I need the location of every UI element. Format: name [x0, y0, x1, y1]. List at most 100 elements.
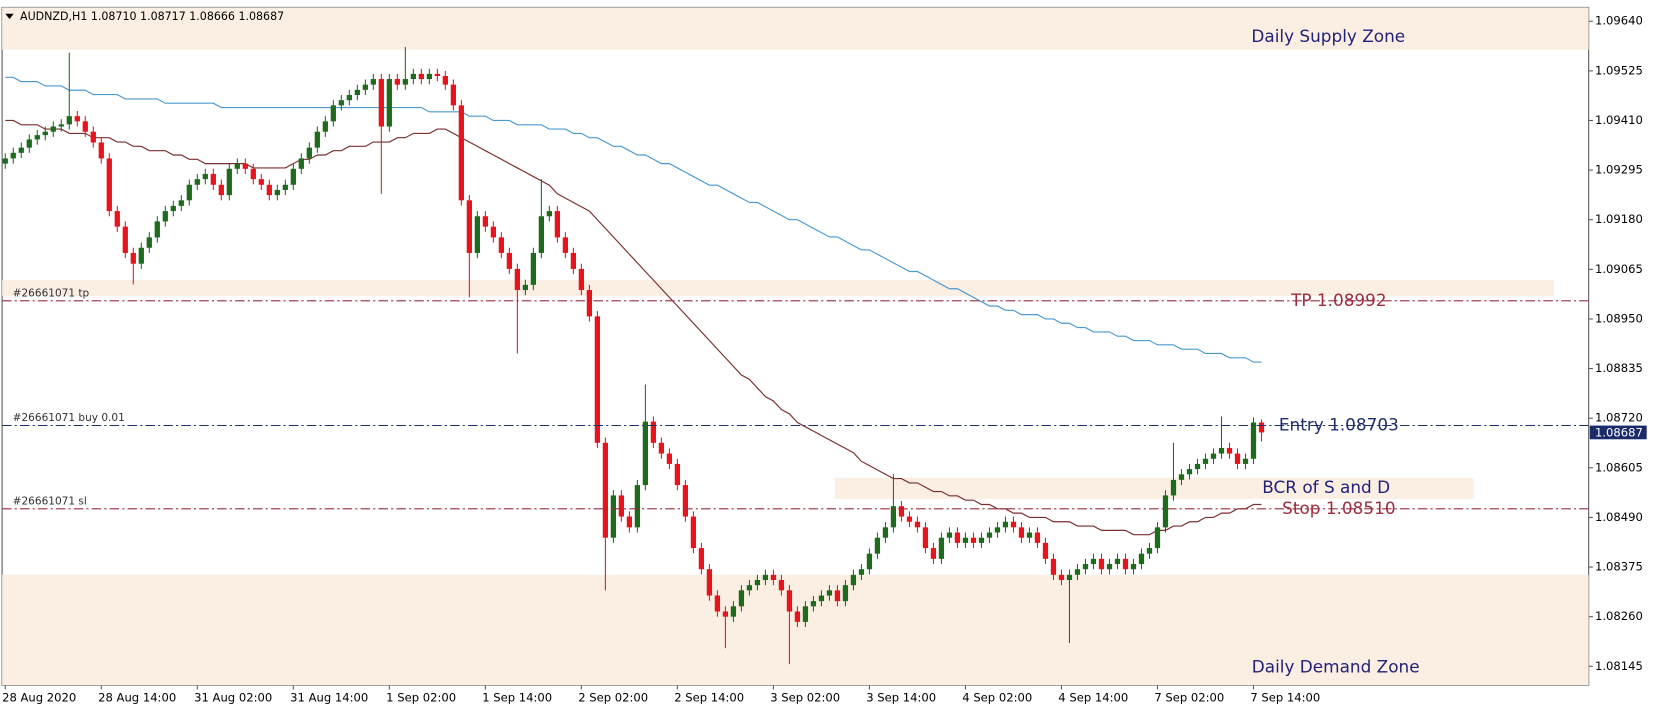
candle-body	[1082, 564, 1089, 570]
candle-body	[418, 73, 424, 80]
y-tick-label: 1.08605	[1595, 460, 1643, 474]
candle-body	[762, 574, 769, 580]
candle-body	[242, 163, 248, 169]
candle-body	[1122, 558, 1129, 570]
candle-body	[1258, 422, 1265, 433]
candle-body	[538, 216, 545, 253]
candle-body	[1154, 527, 1161, 549]
candle-body	[626, 516, 633, 528]
candle-body	[1138, 553, 1145, 565]
candle-body	[986, 532, 993, 538]
candle-body	[370, 79, 376, 85]
candle-body	[1098, 558, 1105, 570]
candle-body	[138, 247, 144, 264]
candle-body	[1202, 458, 1209, 464]
candle-body	[506, 252, 512, 269]
candle-body	[954, 532, 961, 543]
y-tick-label: 1.09295	[1595, 163, 1643, 177]
candle-body	[858, 569, 865, 575]
candle-body	[202, 173, 208, 180]
candle-body	[1210, 453, 1217, 459]
candle-body	[1010, 521, 1017, 528]
candle-body	[74, 116, 80, 122]
zone-label: BCR of S and D	[1262, 477, 1390, 497]
candle-body	[18, 147, 24, 153]
candle-body	[146, 237, 152, 248]
candle-body	[306, 147, 312, 159]
zone	[2, 7, 1589, 50]
candle-body	[818, 595, 825, 602]
candle-body	[154, 221, 160, 238]
candle-body	[882, 527, 889, 538]
candle-body	[802, 606, 809, 622]
x-tick-label: 31 Aug 02:00	[194, 690, 272, 704]
candle-body	[258, 179, 264, 185]
candle-body	[866, 553, 873, 570]
candle-body	[618, 495, 625, 517]
x-tick-label: 7 Sep 02:00	[1154, 690, 1224, 704]
candle-body	[514, 268, 520, 291]
candle-body	[1234, 453, 1241, 464]
candle-body	[602, 442, 609, 538]
candle-body	[458, 105, 464, 201]
candle-body	[770, 574, 777, 580]
candle-body	[82, 121, 88, 132]
candle-body	[730, 606, 737, 617]
candle-body	[122, 226, 128, 253]
candle-body	[450, 84, 456, 106]
candle-body	[338, 100, 344, 106]
candle-body	[682, 485, 689, 517]
candle-body	[90, 131, 96, 143]
y-tick-label: 1.08375	[1595, 560, 1643, 574]
candle-body	[274, 189, 280, 196]
candle-body	[314, 131, 320, 148]
candle-body	[1194, 463, 1201, 470]
candle-body	[690, 516, 697, 549]
candle-body	[298, 158, 304, 169]
candle-body	[794, 611, 801, 622]
x-tick-label: 1 Sep 14:00	[482, 690, 552, 704]
candle-body	[1042, 542, 1049, 559]
candle-body	[962, 537, 969, 543]
candle-body	[1018, 527, 1025, 538]
candle-body	[1034, 532, 1041, 543]
x-tick-label: 1 Sep 02:00	[386, 690, 456, 704]
candle-body	[578, 268, 585, 291]
candle-body	[282, 184, 288, 190]
zone-label: Daily Supply Zone	[1251, 26, 1405, 46]
menu-arrow	[5, 13, 14, 20]
x-tick-label: 28 Aug 2020	[2, 690, 76, 704]
candle-body	[938, 537, 945, 559]
candle-body	[658, 442, 665, 454]
candle-body	[778, 579, 785, 591]
candle-body	[874, 537, 881, 554]
candle-body	[1186, 469, 1193, 475]
y-tick-label: 1.08490	[1595, 510, 1643, 524]
candle-body	[346, 95, 352, 101]
candle-body	[50, 126, 56, 132]
candle-body	[1218, 447, 1225, 454]
x-tick-label: 2 Sep 14:00	[674, 690, 744, 704]
candle-body	[362, 84, 368, 90]
trade-level-name: #26661071 sl	[13, 495, 87, 507]
candle-body	[706, 569, 713, 596]
moving-average	[5, 119, 1262, 536]
candle-body	[522, 284, 529, 291]
y-tick-label: 1.09525	[1595, 63, 1643, 77]
candle-body	[570, 252, 577, 269]
candle-body	[490, 226, 496, 238]
candle-body	[666, 453, 673, 464]
x-tick-label: 31 Aug 14:00	[290, 690, 368, 704]
candle-body	[354, 89, 360, 96]
trade-level-label: Stop 1.08510	[1282, 498, 1395, 518]
candle-body	[738, 590, 745, 607]
candle-body	[610, 495, 617, 538]
candle-body	[58, 124, 64, 127]
candle-body	[642, 421, 649, 486]
candle-body	[1114, 558, 1121, 565]
candle-body	[978, 537, 985, 543]
candle-body	[290, 168, 296, 185]
candle-body	[34, 135, 40, 140]
y-tick-label: 1.08720	[1595, 411, 1643, 425]
y-tick-label: 1.08145	[1595, 659, 1643, 673]
